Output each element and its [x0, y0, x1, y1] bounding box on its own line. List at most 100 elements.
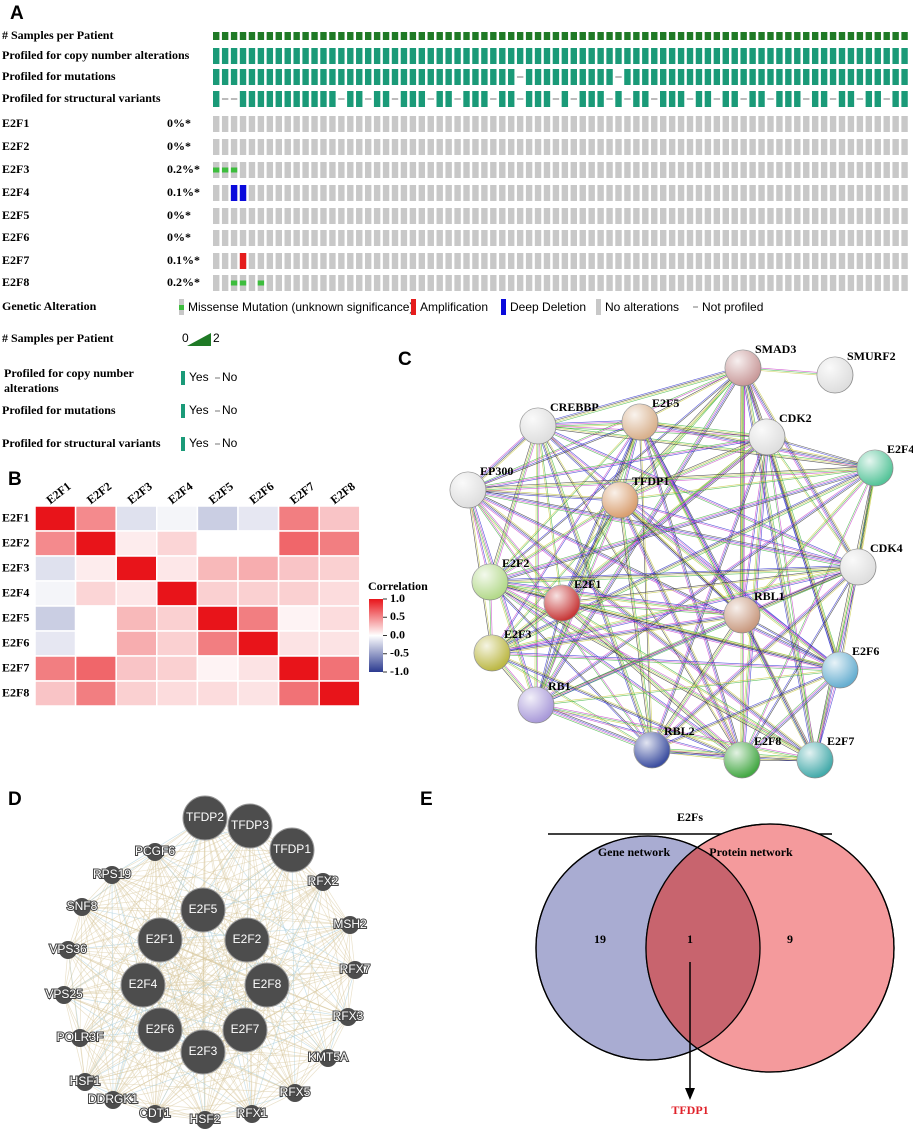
cna-profiled-cell	[293, 48, 300, 64]
sample-count-cell	[329, 32, 336, 40]
gene-cell	[525, 185, 533, 201]
mut-profiled-cell	[409, 69, 417, 85]
sv-profiled-cell	[722, 91, 729, 107]
network-edge	[536, 422, 641, 706]
sv-profiled-cell	[615, 91, 622, 107]
gene-cell	[561, 162, 569, 178]
gene-cell	[534, 230, 542, 246]
gene-cell	[508, 208, 515, 224]
cna-profiled-cell	[418, 48, 426, 64]
gene-cell	[579, 208, 586, 224]
gene-cell	[865, 275, 873, 291]
mut-profiled-cell	[740, 69, 747, 85]
heatmap-cell	[115, 605, 158, 632]
sv-profiled-cell	[892, 91, 899, 107]
gene-cell	[883, 230, 890, 246]
network-edge	[562, 602, 816, 760]
gene-cell	[892, 230, 899, 246]
gene-cell	[695, 139, 703, 155]
protein-node-shine	[749, 419, 785, 455]
sv-profiled-cell	[311, 91, 318, 107]
gene-frequency: 0%*	[167, 116, 191, 130]
sv-profiled-cell	[758, 91, 765, 107]
network-edge	[492, 652, 653, 750]
gene-cell	[481, 253, 488, 269]
gene-cell	[230, 253, 238, 269]
heatmap-cell	[277, 605, 320, 632]
gene-node-label: VPS36	[49, 942, 87, 956]
network-edge	[469, 488, 817, 759]
network-c-edges	[465, 365, 877, 763]
network-edge	[651, 436, 768, 751]
sample-count-cell	[624, 32, 631, 40]
mut-profiled-cell	[847, 69, 855, 85]
gene-cell	[686, 253, 694, 269]
venn-title: E2Fs	[677, 810, 703, 824]
mut-profiled-cell	[677, 69, 685, 85]
gene-cell	[651, 230, 658, 246]
cna-profiled-cell	[615, 48, 622, 64]
gene-node-label: RFX1	[237, 1106, 268, 1120]
mut-profiled-cell	[552, 69, 560, 85]
gene-cell	[803, 275, 810, 291]
gene-cell	[364, 253, 372, 269]
gene-cell	[490, 208, 497, 224]
gene-cell	[865, 139, 873, 155]
cna-profiled-cell	[642, 48, 649, 64]
sample-count-cell	[481, 32, 488, 40]
gene-cell	[543, 116, 551, 132]
gene-cell	[525, 230, 533, 246]
heatmap-cell	[196, 655, 239, 682]
gene-cell	[481, 185, 488, 201]
gene-cell	[749, 230, 756, 246]
gene-node-label: PCGF6	[135, 844, 175, 858]
not-profiled-cell	[606, 98, 613, 100]
network-edge	[491, 652, 841, 671]
gene-cell	[785, 208, 792, 224]
gene-cell	[213, 139, 220, 155]
network-edge	[490, 581, 743, 615]
gene-cell	[239, 162, 247, 178]
heatmap-cell	[318, 655, 361, 682]
gene-cell	[677, 208, 685, 224]
gene-cell	[481, 275, 488, 291]
gene-cell	[436, 230, 443, 246]
sample-count-cell	[248, 32, 256, 40]
gene-cell	[803, 208, 810, 224]
sample-count-cell	[445, 32, 452, 40]
gene-cell	[838, 162, 846, 178]
gene-cell	[284, 253, 291, 269]
sv-profiled-cell	[463, 91, 470, 107]
gene-cell	[624, 162, 631, 178]
gene-cell	[668, 162, 676, 178]
sample-count-cell	[552, 32, 560, 40]
gene-cell	[901, 275, 908, 291]
sv-profiled-cell	[901, 91, 908, 107]
gene-cell	[883, 275, 890, 291]
cna-profiled-cell	[579, 48, 586, 64]
gene-cell	[713, 139, 721, 155]
gene-node-label: E2F6	[146, 1022, 175, 1036]
sample-count-cell	[615, 32, 622, 40]
gene-cell	[588, 230, 595, 246]
network-edge	[640, 420, 768, 437]
gene-cell	[347, 162, 354, 178]
network-edge	[490, 579, 743, 614]
gene-cell	[320, 208, 327, 224]
protein-node-shine	[472, 564, 508, 600]
gene-cell	[615, 253, 622, 269]
gene-cell	[615, 162, 622, 178]
mut-profiled-cell	[508, 69, 515, 85]
network-edge	[767, 436, 816, 760]
gene-cell	[561, 253, 569, 269]
gene-cell	[677, 253, 685, 269]
venn-set-label: Protein network	[709, 845, 793, 859]
gene-cell	[677, 185, 685, 201]
network-edge	[111, 874, 324, 883]
network-edge	[467, 435, 767, 490]
cna-profiled-cell	[356, 48, 363, 64]
gene-cell	[642, 275, 649, 291]
gene-cell	[257, 162, 265, 178]
legend-profiled-cna: Profiled for copy number alterations	[4, 366, 134, 395]
network-edge	[743, 671, 842, 762]
